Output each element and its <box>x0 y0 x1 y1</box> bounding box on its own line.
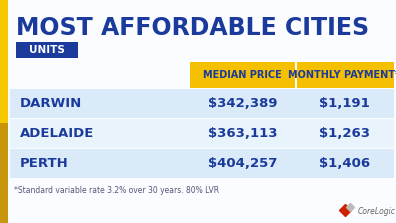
Text: $342,389: $342,389 <box>208 97 277 110</box>
Bar <box>10 119 394 148</box>
Text: $1,263: $1,263 <box>319 127 370 140</box>
Bar <box>297 62 394 88</box>
Bar <box>10 149 394 178</box>
Bar <box>190 62 295 88</box>
Text: PERTH: PERTH <box>20 157 69 170</box>
Bar <box>16 42 78 58</box>
Bar <box>0 0 8 223</box>
Text: $363,113: $363,113 <box>208 127 277 140</box>
Text: ADELAIDE: ADELAIDE <box>20 127 94 140</box>
Text: MEDIAN PRICE: MEDIAN PRICE <box>203 70 282 80</box>
Bar <box>0 123 8 223</box>
Text: $404,257: $404,257 <box>208 157 277 170</box>
Text: MONTHLY PAYMENT*: MONTHLY PAYMENT* <box>289 70 396 80</box>
Text: DARWIN: DARWIN <box>20 97 82 110</box>
Text: $1,406: $1,406 <box>319 157 370 170</box>
Bar <box>10 89 394 118</box>
Text: $1,191: $1,191 <box>319 97 370 110</box>
Text: CoreLogic: CoreLogic <box>358 207 396 217</box>
Text: *Standard variable rate 3.2% over 30 years. 80% LVR: *Standard variable rate 3.2% over 30 yea… <box>14 186 219 195</box>
Text: MOST AFFORDABLE CITIES: MOST AFFORDABLE CITIES <box>16 16 369 40</box>
Text: UNITS: UNITS <box>29 45 65 55</box>
